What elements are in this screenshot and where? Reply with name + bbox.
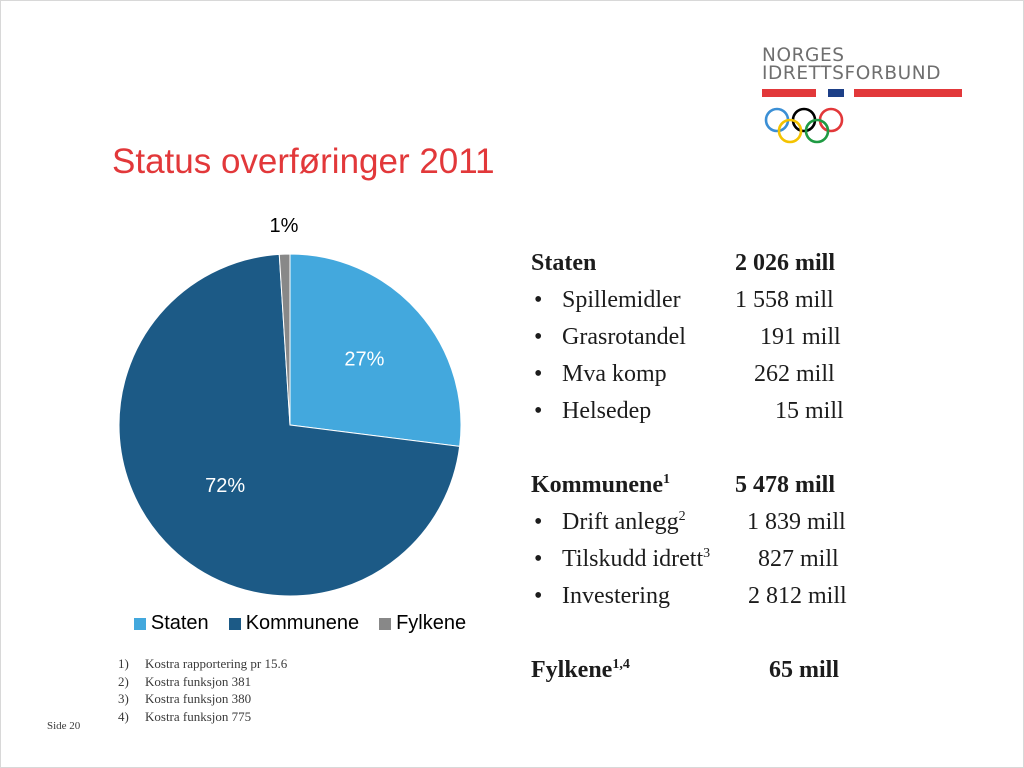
pie-slice-staten [289, 253, 462, 447]
section-label: Staten [531, 250, 597, 276]
legend-swatch-staten [133, 617, 146, 630]
footnote-item: 3) Kostra funksjon 380 [118, 690, 287, 708]
line-item-value: 262 mill [754, 361, 835, 387]
legend-label-fylkene: Fylkene [396, 612, 467, 634]
olympic-ring-green [804, 118, 830, 144]
line-item-value: 1 558 mill [735, 287, 834, 313]
line-item-label: Grasrotandel [562, 324, 686, 350]
line-item-label: Spillemidler [562, 287, 681, 313]
bullet-icon: • [534, 583, 543, 609]
line-item-label: Mva komp [562, 361, 667, 387]
footnotes: 1) Kostra rapportering pr 15.6 2) Kostra fu… [118, 655, 287, 725]
pie-chart: 27% 72% 1% Staten Kommunene Fylkene [100, 215, 500, 645]
legend-swatch-kommunene [228, 617, 241, 630]
legend-item-fylkene: Fylkene [379, 612, 466, 635]
footnote-number: 4) [118, 708, 129, 724]
footnote-number: 3) [118, 691, 129, 706]
line-item-value: 15 mill [775, 398, 844, 424]
line-item-label: Drift anlegg2 [562, 509, 686, 535]
olympic-rings-icon [764, 107, 844, 144]
legend-item-kommunene: Kommunene [228, 612, 360, 635]
logo-text-line1: NORGES [762, 45, 845, 66]
line-item-label: Helsedep [562, 398, 652, 424]
pie-chart-svg: 27% 72% 1% [118, 215, 462, 597]
data-label-fylkene: 1% [270, 215, 299, 237]
footnote-item: 4) Kostra funksjon 775 [118, 708, 287, 726]
bullet-icon: • [534, 361, 543, 387]
data-label-kommunene: 72% [205, 475, 245, 497]
legend-swatch-fylkene [379, 617, 392, 630]
footnote-item: 1) Kostra rapportering pr 15.6 [118, 655, 287, 673]
footnote-item: 2) Kostra funksjon 381 [118, 673, 287, 691]
bullet-icon: • [534, 287, 543, 313]
section-total: 5 478 mill [735, 472, 835, 498]
bullet-icon: • [534, 398, 543, 424]
olympic-ring-red [818, 107, 844, 133]
logo-bar-middle [828, 89, 844, 97]
pie-slice-kommunene [118, 253, 461, 597]
chart-legend: Staten Kommunene Fylkene [100, 612, 500, 635]
footnote-text: Kostra funksjon 380 [145, 691, 252, 706]
legend-label-kommunene: Kommunene [245, 612, 360, 634]
footnote-ref: 3 [703, 546, 711, 561]
data-label-staten: 27% [344, 348, 384, 370]
line-item-value: 1 839 mill [747, 509, 846, 535]
footnote-ref: 2 [678, 509, 686, 524]
logo-bar-right [854, 89, 962, 97]
line-item-value: 827 mill [758, 546, 839, 572]
footnote-text: Kostra rapportering pr 15.6 [145, 656, 288, 671]
norges-idrettsforbund-logo: NORGES IDRETTSFORBUND [762, 44, 962, 148]
section-label: Kommunene1 [531, 472, 670, 498]
line-item-label: Tilskudd idrett3 [562, 546, 711, 572]
logo-flag-bars [762, 89, 962, 97]
footnote-ref: 1 [663, 472, 670, 487]
section-label: Fylkene1,4 [531, 657, 630, 683]
footnote-text: Kostra funksjon 381 [145, 673, 252, 689]
footnote-text: Kostra funksjon 775 [145, 708, 252, 724]
line-item-value: 2 812 mill [748, 583, 847, 609]
legend-label-staten: Staten [150, 612, 209, 634]
section-total: 2 026 mill [735, 250, 835, 276]
pie-slice-fylkene [278, 253, 291, 426]
legend-item-staten: Staten [133, 612, 209, 635]
section-total: 65 mill [769, 657, 839, 683]
bullet-icon: • [534, 509, 543, 535]
slide-title: Status overføringer 2011 [112, 142, 495, 181]
line-item-value: 191 mill [760, 324, 841, 350]
bullet-icon: • [534, 546, 543, 572]
logo-bar-left [762, 89, 816, 97]
footnote-number: 1) [118, 656, 129, 671]
bullet-icon: • [534, 324, 543, 350]
logo-text-line2: IDRETTSFORBUND [762, 63, 942, 84]
footnote-number: 2) [118, 673, 129, 689]
page-number: Side 20 [47, 720, 81, 732]
olympic-ring-yellow [777, 118, 803, 144]
footnote-ref: 1,4 [612, 657, 630, 672]
line-item-label: Investering [562, 583, 670, 609]
